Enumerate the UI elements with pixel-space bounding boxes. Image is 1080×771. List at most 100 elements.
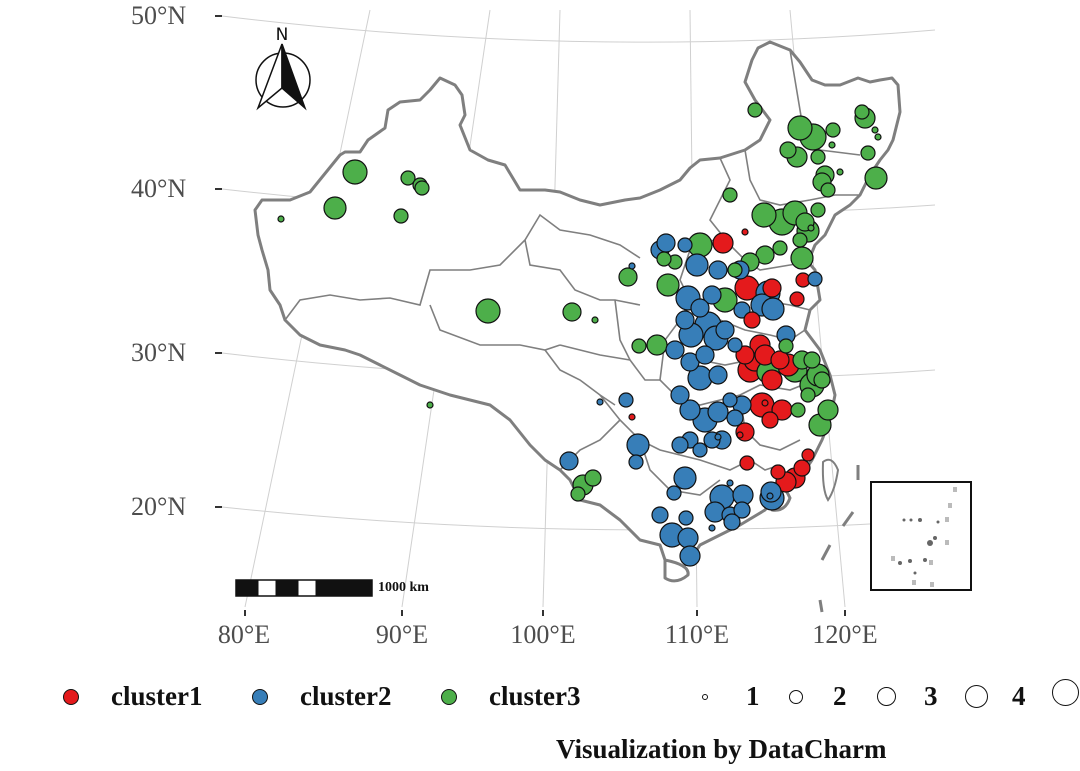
data-point-cluster3	[874, 133, 882, 141]
legend-size-label-4: 4	[1012, 681, 1026, 711]
x-label-120e: 120°E	[812, 620, 878, 649]
data-point-cluster1	[736, 431, 744, 439]
data-point-cluster2	[675, 310, 695, 330]
north-arrow-label: N	[276, 25, 289, 45]
data-point-cluster2	[760, 481, 782, 503]
data-point-cluster2	[626, 433, 650, 457]
data-point-cluster2	[722, 392, 738, 408]
size-circle-icon	[789, 689, 803, 704]
legend-item-cluster2: cluster2	[252, 681, 391, 712]
data-point-cluster2	[708, 524, 716, 532]
south-china-sea-inset	[870, 481, 972, 591]
data-point-cluster2	[766, 492, 774, 500]
data-point-cluster3	[426, 401, 434, 409]
data-point-cluster2	[666, 485, 682, 501]
data-point-cluster3	[751, 202, 777, 228]
size-circle-icon	[965, 685, 988, 708]
data-point-cluster3	[631, 338, 647, 354]
legend-label-cluster3: cluster3	[489, 681, 581, 711]
data-point-cluster3	[828, 141, 836, 149]
data-point-cluster3	[591, 316, 599, 324]
data-point-cluster2	[761, 297, 785, 321]
data-point-cluster3	[277, 215, 285, 223]
credit-text: Visualization by DataCharm	[556, 734, 887, 764]
data-point-cluster3	[790, 402, 806, 418]
legend-size-label-1: 1	[746, 681, 760, 711]
data-point-cluster3	[854, 104, 870, 120]
data-point-cluster3	[618, 267, 638, 287]
data-point-cluster3	[813, 371, 831, 389]
data-point-cluster1	[770, 350, 790, 370]
data-point-cluster2	[726, 479, 734, 487]
legend-item-cluster3: cluster3	[441, 681, 580, 712]
data-point-cluster3	[393, 208, 409, 224]
x-label-110e: 110°E	[664, 620, 730, 649]
data-point-cluster3	[772, 240, 788, 256]
data-point-cluster2	[618, 392, 634, 408]
islands	[818, 458, 860, 613]
data-point-cluster2	[708, 260, 728, 280]
data-point-cluster3	[562, 302, 582, 322]
data-point-cluster2	[726, 409, 744, 427]
legend-item-cluster1: cluster1	[63, 681, 202, 712]
legend-size-1: 1	[702, 681, 760, 712]
legend-size-5	[1052, 679, 1079, 706]
data-point-cluster1	[770, 464, 786, 480]
data-point-cluster3	[825, 122, 841, 138]
data-point-cluster3	[864, 166, 888, 190]
data-point-cluster1	[793, 459, 811, 477]
legend: cluster1 cluster2 cluster3 1 2 3 4	[0, 679, 1080, 721]
data-point-cluster3	[475, 298, 501, 324]
data-point-cluster3	[820, 182, 836, 198]
data-point-cluster2	[723, 513, 741, 531]
data-point-cluster1	[735, 345, 755, 365]
y-label-50n: 50°N	[131, 1, 187, 30]
data-point-cluster3	[656, 251, 672, 267]
legend-size-label-3: 3	[924, 681, 938, 711]
data-point-cluster1	[801, 448, 815, 462]
legend-size-2: 2	[789, 681, 847, 712]
legend-swatch-cluster2	[252, 688, 268, 705]
data-point-cluster2	[708, 365, 728, 385]
data-point-cluster3	[810, 202, 826, 218]
legend-label-cluster1: cluster1	[111, 681, 203, 711]
data-point-cluster2	[656, 233, 676, 253]
data-point-cluster2	[727, 337, 743, 353]
data-point-cluster2	[677, 237, 693, 253]
data-point-cluster3	[807, 224, 815, 232]
data-point-cluster1	[628, 413, 636, 421]
data-point-cluster2	[695, 345, 715, 365]
legend-swatch-cluster3	[441, 688, 457, 705]
y-label-30n: 30°N	[131, 338, 187, 367]
data-point-cluster2	[690, 298, 710, 318]
data-point-cluster2	[670, 385, 690, 405]
size-circle-icon	[702, 693, 708, 700]
data-point-cluster1	[761, 411, 779, 429]
data-point-cluster2	[628, 262, 636, 270]
data-point-cluster3	[787, 115, 813, 141]
data-point-cluster3	[778, 338, 794, 354]
data-point-cluster3	[779, 141, 797, 159]
data-point-cluster3	[747, 102, 763, 118]
data-point-cluster1	[762, 278, 782, 298]
data-point-cluster1	[712, 232, 734, 254]
data-point-cluster2	[685, 253, 709, 277]
data-point-cluster2	[702, 285, 722, 305]
data-point-cluster3	[817, 399, 839, 421]
data-point-cluster2	[715, 320, 735, 340]
data-point-cluster3	[860, 145, 876, 161]
data-point-cluster3	[646, 334, 668, 356]
data-point-cluster1	[743, 311, 761, 329]
legend-size-4: 4	[965, 681, 1026, 712]
data-point-cluster2	[807, 271, 823, 287]
data-point-cluster3	[727, 262, 743, 278]
legend-size-label-2: 2	[833, 681, 847, 711]
data-point-cluster1	[761, 399, 769, 407]
data-point-cluster3	[790, 246, 814, 270]
data-point-cluster3	[800, 387, 816, 403]
x-label-80e: 80°E	[217, 620, 271, 649]
data-point-cluster3	[400, 170, 416, 186]
data-point-cluster2	[671, 436, 689, 454]
x-label-100e: 100°E	[510, 620, 576, 649]
